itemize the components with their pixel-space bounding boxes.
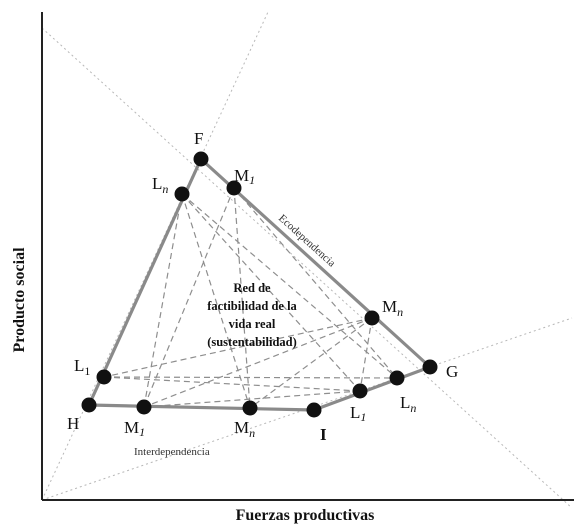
label-top-Ln: Ln: [152, 174, 168, 196]
dashed-line: [103, 376, 398, 379]
label-base: M: [124, 418, 139, 437]
label-base: M: [234, 166, 249, 185]
dashed-line: [181, 193, 361, 392]
label-base: L: [350, 403, 360, 422]
dashed-line: [249, 317, 373, 409]
edge-label-interdependencia: Interdependencia: [134, 446, 210, 458]
node-G: [422, 359, 438, 375]
label-top-M1: M1: [234, 166, 255, 187]
label-left-L1: L1: [74, 356, 90, 378]
dashed-line: [181, 193, 398, 379]
node-right-Ln: [389, 370, 405, 386]
label-base: M: [234, 418, 249, 437]
center-label-line-4: (sustentabilidad): [207, 335, 297, 349]
dashed-line: [359, 317, 373, 392]
label-subscript: n: [162, 182, 168, 196]
dashed-line: [103, 317, 373, 378]
guide-line-ecodependencia-extension: [41, 27, 573, 509]
center-label: Red de factibilidad de la vida real (sus…: [207, 281, 297, 349]
dashed-line: [233, 187, 251, 409]
label-subscript: 1: [84, 364, 90, 378]
label-bottom-M1: M1: [124, 418, 145, 439]
network-nodes: [81, 151, 438, 418]
node-left-L1: [96, 369, 112, 385]
label-F: F: [194, 129, 203, 148]
label-subscript: n: [397, 305, 403, 319]
y-axis-title: Producto social: [11, 247, 28, 353]
label-base: M: [382, 297, 397, 316]
node-bottom-Mn: [242, 400, 258, 416]
label-subscript: 1: [360, 410, 366, 424]
node-bottom-M1: [136, 399, 152, 415]
center-label-line-1: Red de: [233, 281, 271, 295]
node-H: [81, 397, 97, 413]
dashed-line: [181, 193, 251, 409]
dashed-line: [143, 390, 361, 408]
label-right-Mn: Mn: [382, 297, 403, 319]
label-subscript: n: [410, 401, 416, 415]
label-H: H: [67, 414, 79, 433]
x-axis-title: Fuerzas productivas: [236, 507, 375, 524]
label-bottom-Mn: Mn: [234, 418, 255, 440]
center-label-line-2: factibilidad de la: [207, 299, 297, 313]
edge-label-ecodependencia: Ecodependencia: [276, 212, 338, 269]
label-right-Ln: Ln: [400, 393, 416, 415]
node-F: [193, 151, 209, 167]
node-top-M1: [226, 180, 242, 196]
node-I: [306, 402, 322, 418]
label-I: I: [320, 425, 327, 444]
node-top-Ln: [174, 186, 190, 202]
label-subscript: n: [249, 426, 255, 440]
dashed-line: [143, 317, 373, 408]
dashed-line: [233, 187, 398, 379]
label-subscript: 1: [139, 425, 145, 439]
dashed-line: [143, 187, 235, 408]
label-base: L: [152, 174, 162, 193]
network-dashed-lines: [103, 187, 398, 409]
label-base: L: [74, 356, 84, 375]
label-G: G: [446, 362, 458, 381]
node-right-Mn: [364, 310, 380, 326]
label-right-L1: L1: [350, 403, 366, 424]
node-right-L1: [352, 383, 368, 399]
label-base: L: [400, 393, 410, 412]
label-subscript: 1: [249, 173, 255, 187]
dashed-line: [143, 193, 183, 408]
dashed-line: [103, 376, 361, 392]
center-label-line-3: vida real: [229, 317, 276, 331]
